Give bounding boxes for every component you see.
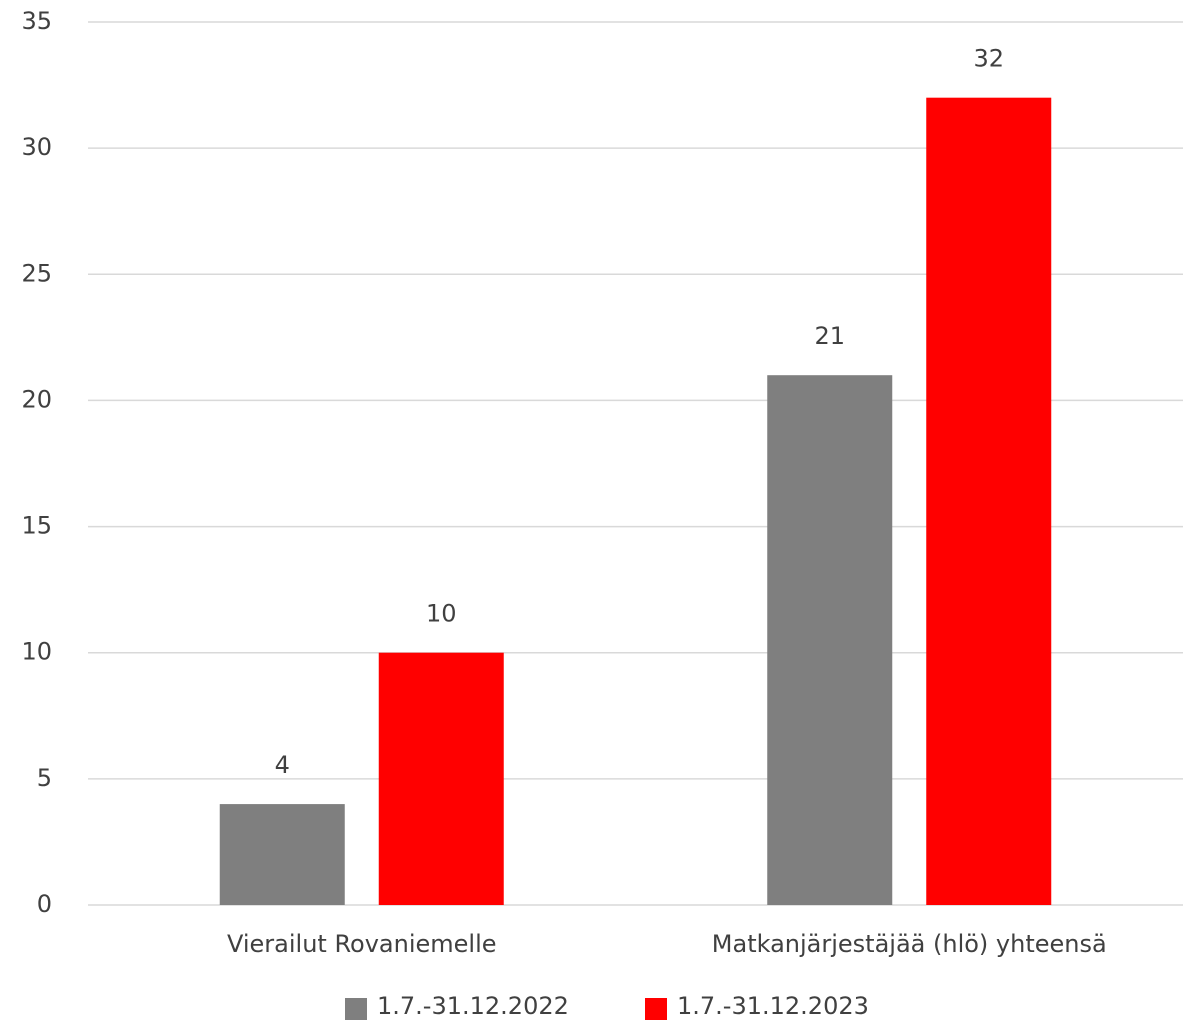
y-tick-label: 15 <box>21 512 52 540</box>
y-tick-label: 0 <box>37 890 52 918</box>
bar <box>767 375 893 905</box>
legend-label: 1.7.-31.12.2022 <box>377 992 569 1020</box>
legend-swatch <box>345 998 367 1020</box>
y-tick-label: 10 <box>21 638 52 666</box>
bar <box>378 652 504 905</box>
y-tick-label: 35 <box>21 7 52 35</box>
y-tick-label: 30 <box>21 133 52 161</box>
x-tick-label: Vierailut Rovaniemelle <box>227 930 497 958</box>
data-label: 32 <box>973 45 1004 73</box>
data-label: 4 <box>275 751 290 779</box>
legend-swatch <box>645 998 667 1020</box>
x-tick-label: Matkanjärjestäjää (hlö) yhteensä <box>712 930 1107 958</box>
data-label: 21 <box>814 322 845 350</box>
bar <box>926 97 1052 905</box>
y-tick-label: 25 <box>21 259 52 287</box>
legend-label: 1.7.-31.12.2023 <box>677 992 869 1020</box>
data-label: 10 <box>426 600 457 628</box>
bar <box>219 804 345 905</box>
y-tick-label: 20 <box>21 385 52 413</box>
y-tick-label: 5 <box>37 764 52 792</box>
